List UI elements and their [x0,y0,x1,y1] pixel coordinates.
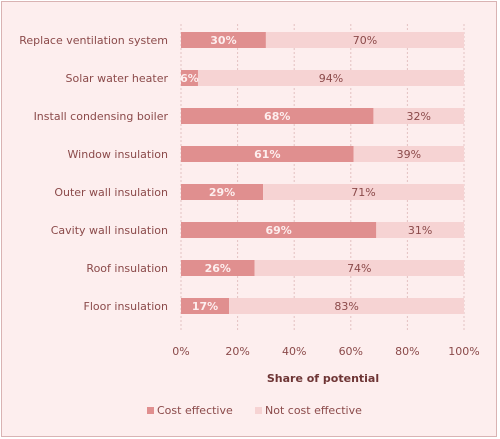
x-tick-label: 100% [448,345,479,358]
legend-swatch-not-cost-effective [255,407,262,414]
bar-cost-effective [181,298,230,314]
bar-not-cost-effective [373,108,464,124]
bar-cost-effective [181,146,354,162]
data-label-cost-effective: 61% [254,148,280,161]
x-tick-label: 20% [225,345,249,358]
bar-not-cost-effective [197,70,465,86]
bar-not-cost-effective [254,260,464,276]
bar-not-cost-effective [263,184,464,200]
bar-chart: 30% 70% 6% 94% 68% 32% 61% 39% 29% 71% 69% 31% 26% 74… [19,24,480,417]
category-label: Cavity wall insulation [51,224,168,237]
legend-label-not-cost-effective: Not cost effective [265,404,362,417]
gridlines [180,24,465,330]
data-label-not-cost-effective: 70% [353,34,377,47]
category-label: Roof insulation [86,262,168,275]
category-label: Solar water heater [66,72,169,85]
x-tick-label: 40% [282,345,306,358]
category-label: Window insulation [68,148,168,161]
legend-label-cost-effective: Cost effective [157,404,233,417]
legend-swatch-cost-effective [147,407,154,414]
data-label-not-cost-effective: 83% [334,300,358,313]
data-label-not-cost-effective: 74% [347,262,371,275]
bar-not-cost-effective [376,222,464,238]
bar-cost-effective [181,108,374,124]
bars: 30% 70% 6% 94% 68% 32% 61% 39% 29% 71% 69% 31% 26% 74… [180,32,465,314]
bar-not-cost-effective [265,32,464,48]
data-label-cost-effective: 30% [210,34,236,47]
data-label-not-cost-effective: 32% [406,110,430,123]
bar-cost-effective [181,70,198,86]
data-label-cost-effective: 17% [192,300,218,313]
data-label-cost-effective: 6% [180,72,199,85]
category-labels: Replace ventilation system Solar water he… [19,34,168,313]
x-tick-label: 60% [339,345,363,358]
x-tick-label: 80% [395,345,419,358]
data-label-cost-effective: 69% [265,224,291,237]
category-label: Install condensing boiler [34,110,169,123]
data-label-cost-effective: 26% [205,262,231,275]
category-label: Outer wall insulation [54,186,168,199]
category-label: Floor insulation [84,300,168,313]
data-label-not-cost-effective: 71% [351,186,375,199]
x-axis-title: Share of potential [267,372,379,385]
data-label-not-cost-effective: 94% [319,72,343,85]
data-label-cost-effective: 68% [264,110,290,123]
data-label-cost-effective: 29% [209,186,235,199]
bar-cost-effective [181,222,377,238]
data-label-not-cost-effective: 31% [408,224,432,237]
legend: Cost effective Not cost effective [147,404,362,417]
bar-not-cost-effective [353,146,464,162]
x-tick-label: 0% [172,345,189,358]
bar-cost-effective [181,260,255,276]
bar-cost-effective [181,32,266,48]
data-label-not-cost-effective: 39% [397,148,421,161]
x-axis-ticks: 0% 20% 40% 60% 80% 100% [172,345,479,358]
bar-cost-effective [181,184,264,200]
bar-not-cost-effective [229,298,464,314]
category-label: Replace ventilation system [19,34,168,47]
